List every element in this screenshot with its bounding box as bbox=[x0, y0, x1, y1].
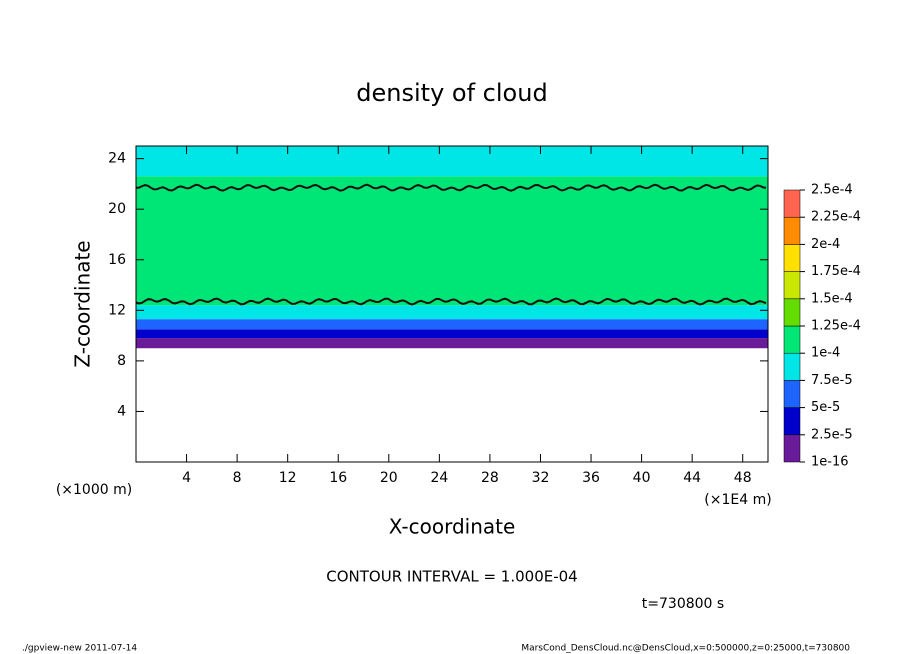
colorbar-label: 2.25e-4 bbox=[811, 210, 861, 225]
colorbar-label: 7.5e-5 bbox=[811, 373, 853, 388]
footer: ./gpview-new 2011-07-14 bbox=[22, 644, 137, 654]
heat-band bbox=[136, 319, 768, 330]
colorbar-label: 2.5e-4 bbox=[811, 183, 853, 198]
contour-line bbox=[135, 183, 767, 192]
chart-title: density of cloud bbox=[356, 79, 547, 107]
heat-band bbox=[136, 329, 768, 339]
colorbar-swatch bbox=[783, 352, 801, 381]
colorbar-swatch bbox=[783, 189, 801, 218]
heat-band bbox=[136, 338, 768, 349]
annotation: t=730800 s bbox=[642, 596, 724, 612]
contour-line bbox=[135, 297, 767, 306]
colorbar-label: 1.25e-4 bbox=[811, 319, 861, 334]
y-tick-label: 24 bbox=[108, 151, 126, 167]
colorbar-swatch bbox=[783, 325, 801, 354]
y-axis-label: Z-coordinate bbox=[71, 240, 95, 367]
x-tick-label: 24 bbox=[430, 470, 448, 486]
colorbar-swatch bbox=[783, 380, 801, 408]
colorbar-swatch bbox=[783, 216, 801, 245]
colorbar-swatch bbox=[783, 271, 801, 300]
y-tick-label: 12 bbox=[108, 302, 126, 318]
x-tick-label: 16 bbox=[329, 470, 347, 486]
colorbar-swatch bbox=[783, 434, 801, 463]
colorbar-label: 2.5e-5 bbox=[811, 427, 853, 442]
x-tick-label: 12 bbox=[279, 470, 297, 486]
heat-band bbox=[136, 176, 768, 306]
plot-frame bbox=[135, 145, 769, 463]
x-tick-label: 40 bbox=[633, 470, 651, 486]
colorbar-label: 1.75e-4 bbox=[811, 264, 861, 279]
colorbar-swatch bbox=[783, 298, 801, 327]
x-unit: (×1E4 m) bbox=[704, 492, 771, 508]
heat-band bbox=[136, 305, 768, 320]
x-tick-label: 28 bbox=[481, 470, 499, 486]
colorbar-label: 5e-5 bbox=[811, 400, 840, 415]
x-tick-label: 48 bbox=[734, 470, 752, 486]
y-tick-label: 20 bbox=[108, 201, 126, 217]
y-tick-label: 4 bbox=[117, 403, 126, 419]
colorbar-swatch bbox=[783, 244, 801, 272]
x-tick-label: 20 bbox=[380, 470, 398, 486]
y-tick-label: 16 bbox=[108, 252, 126, 268]
colorbar-label: 1e-4 bbox=[811, 346, 840, 361]
colorbar-label: 1e-16 bbox=[811, 455, 849, 470]
x-tick-label: 32 bbox=[532, 470, 550, 486]
annotation: CONTOUR INTERVAL = 1.000E-04 bbox=[326, 568, 577, 586]
colorbar-label: 1.5e-4 bbox=[811, 291, 853, 306]
y-tick-label: 8 bbox=[117, 353, 126, 369]
x-tick-label: 4 bbox=[182, 470, 191, 486]
colorbar-label: 2e-4 bbox=[811, 237, 840, 252]
x-axis-label: X-coordinate bbox=[389, 515, 516, 539]
y-unit: (×1000 m) bbox=[56, 482, 132, 498]
x-tick-label: 44 bbox=[683, 470, 701, 486]
colorbar-swatch bbox=[783, 407, 801, 436]
heat-band bbox=[136, 146, 768, 177]
x-tick-label: 36 bbox=[582, 470, 600, 486]
footer: MarsCond_DensCloud.nc@DensCloud,x=0:5000… bbox=[521, 644, 850, 654]
x-tick-label: 8 bbox=[233, 470, 242, 486]
